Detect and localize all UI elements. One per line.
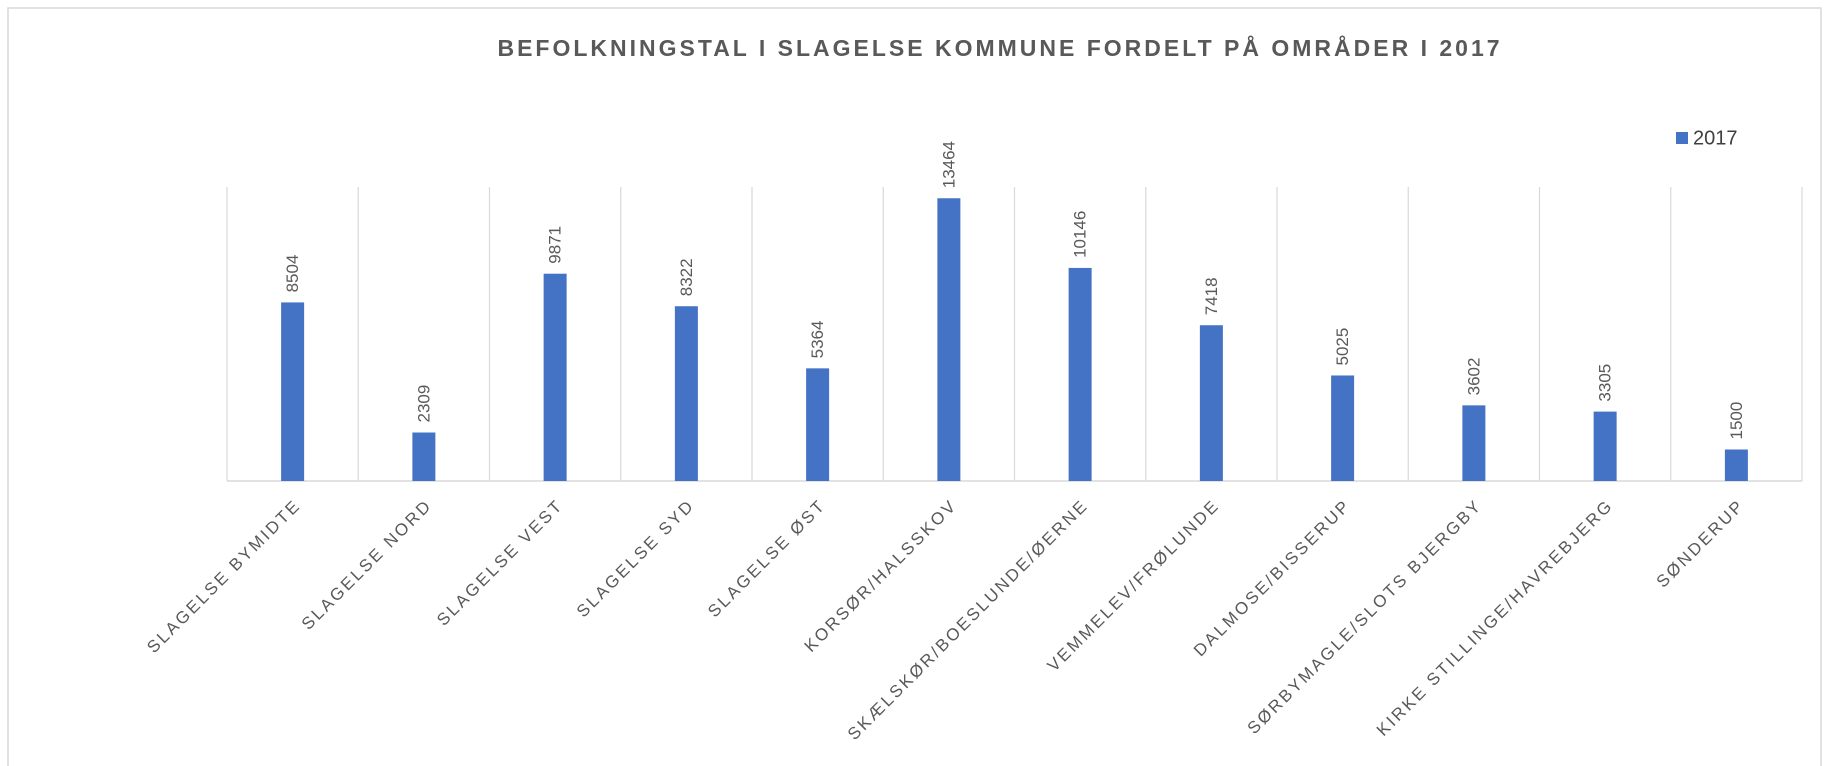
bar: [674, 306, 698, 481]
data-label: 9871: [546, 226, 565, 264]
bar: [1724, 449, 1748, 481]
data-label: 13464: [939, 141, 958, 188]
data-label: 10146: [1071, 211, 1090, 258]
bar: [1462, 405, 1486, 481]
data-label: 3305: [1596, 364, 1615, 402]
data-label: 5025: [1333, 328, 1352, 366]
legend-swatch: [1676, 132, 1688, 144]
bar: [412, 432, 436, 481]
chart-title: BEFOLKNINGSTAL I SLAGELSE KOMMUNE FORDEL…: [497, 34, 1502, 61]
data-label: 2309: [414, 385, 433, 423]
bar: [1068, 267, 1092, 481]
data-label: 5364: [808, 321, 827, 359]
bar: [543, 273, 567, 481]
legend-label: 2017: [1693, 127, 1738, 149]
data-label: 8322: [677, 258, 696, 296]
data-label: 7418: [1202, 277, 1221, 315]
chart-frame: [7, 7, 1822, 766]
data-label: 1500: [1727, 402, 1746, 440]
bar: [281, 302, 305, 481]
bar: [1199, 325, 1223, 481]
bar: [806, 368, 830, 481]
bar: [937, 198, 961, 482]
data-label: 3602: [1464, 358, 1483, 396]
bar: [1593, 411, 1617, 481]
data-label: 8504: [283, 255, 302, 293]
bar: [1331, 375, 1355, 481]
